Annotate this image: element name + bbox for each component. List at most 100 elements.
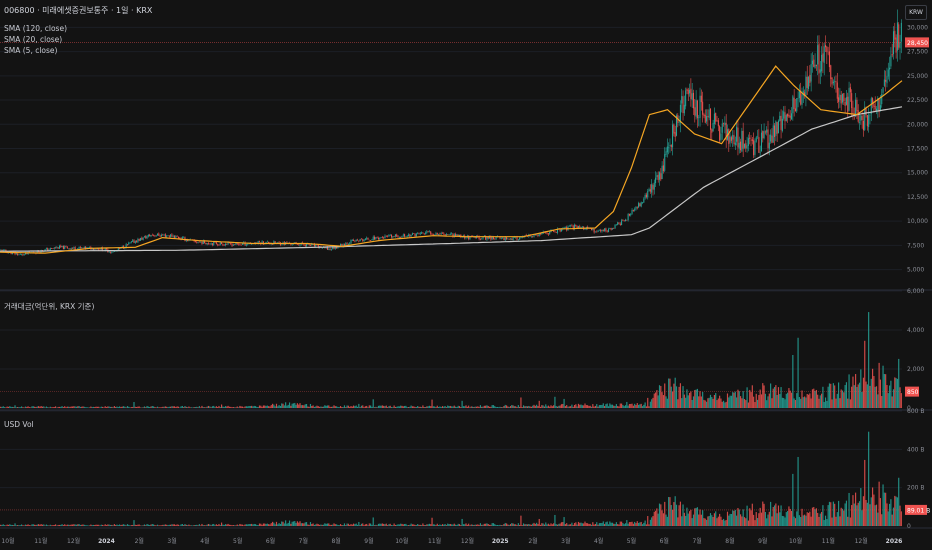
volume-bar [647,397,649,408]
volume-bar [411,406,414,408]
volume-bar [6,406,8,408]
candle-body [628,213,630,216]
usd-volume-bar [587,523,589,526]
candle-body [217,244,219,245]
usd-volume-bar [32,524,34,526]
volume-bar [804,396,806,408]
usd-volume-bar [274,524,276,526]
candle-body [22,254,24,256]
usd-volume-bar [432,524,434,526]
volume-bar [179,407,181,408]
usd-volume-bar [647,516,649,526]
candle-body [113,251,115,252]
volume-bar [504,404,506,408]
usd-volume-bar [294,521,296,526]
volume-bar [1,406,3,408]
usd-volume-bar [142,525,144,526]
usd-volume-bar [512,523,514,526]
volume-bar [205,407,207,408]
candle-body [402,234,404,236]
usd-volume-bar [677,517,679,526]
usd-volume-bar [77,524,79,526]
candle-body [452,233,454,237]
candle-body [350,240,352,244]
usd-volume-bar [445,525,448,526]
usd-volume-bar [762,501,764,526]
usd-volume-bar [268,524,270,526]
usd-volume-bar [509,524,512,526]
volume-bar [329,406,331,408]
candle-body [554,231,556,233]
usd-volume-bar [770,501,772,526]
candle-body [176,236,178,237]
usd-volume-bar [827,505,829,526]
usd-volume-bar [819,513,821,526]
candle-body [536,234,538,236]
usd-volume-bar [651,517,653,526]
candle-body [499,237,501,239]
usd-volume-bar [498,525,500,526]
volume-bar [128,406,130,408]
volume-bar [328,405,330,408]
volume-bar [92,406,95,408]
usd-volume-bar [847,516,849,526]
candle-body [133,240,135,243]
candle-body [606,231,608,233]
usd-volume-bar [696,507,699,526]
volume-bar [547,405,549,408]
candle-body [96,248,98,250]
sma-5-legend[interactable]: SMA (5, close) [4,46,58,55]
candle-body [641,202,644,203]
currency-button[interactable]: KRW [905,5,927,20]
usd-volume-bar [389,523,391,526]
volume-bar [600,404,602,408]
candle-body [660,173,662,180]
usd-volume-bar [564,524,566,526]
usd-volume-bar [372,517,374,526]
usd-volume-bar [699,509,701,526]
volume-bar [682,386,684,408]
usd-volume-axis-tick-label: 600 B [907,408,924,415]
candle-body [751,139,753,141]
volume-bar [571,404,573,408]
usd-volume-bar [754,520,756,526]
usd-volume-bar [349,524,351,526]
usd-volume-bar [185,524,187,526]
usd-volume-bar [75,524,78,526]
usd-volume-bar [156,524,159,526]
volume-bar [702,391,704,408]
sma-20-legend[interactable]: SMA (20, close) [4,35,63,44]
candle-body [198,241,200,243]
volume-bar [167,407,169,408]
volume-bar [30,407,32,408]
candle-body [326,247,328,250]
usd-volume-bar [736,515,738,526]
volume-bar [824,397,827,408]
usd-volume-bar [576,524,578,526]
sma-120-legend[interactable]: SMA (120, close) [4,24,67,33]
candle-body [737,127,739,148]
usd-volume-bar [70,524,72,526]
candle-body [379,237,381,240]
usd-volume-bar [491,523,493,526]
candle-body [281,244,283,246]
usd-volume-bar [390,525,393,526]
volume-bar [121,406,123,408]
candle-body [235,242,237,245]
usd-volume-bar [20,524,23,526]
volume-bar [890,380,892,408]
usd-volume-bar [760,512,763,526]
candle-body [826,46,828,53]
volume-bar [747,402,749,408]
candle-body [200,242,202,243]
candle-body [410,234,412,237]
usd-volume-bar [570,524,572,526]
candle-body [725,122,727,141]
volume-bar [593,406,595,408]
usd-volume-bar [671,509,674,526]
candle-body [703,114,705,117]
volume-bar [669,378,671,408]
usd-volume-bar [695,507,697,526]
volume-bar [877,394,879,408]
